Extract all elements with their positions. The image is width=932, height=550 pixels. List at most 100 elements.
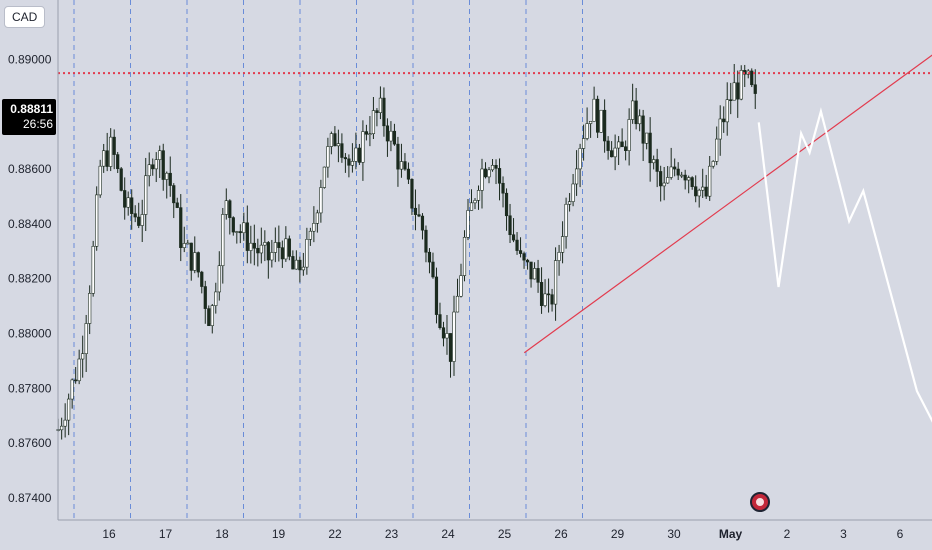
candle-body — [347, 158, 351, 166]
candle-body — [599, 109, 603, 133]
candle-body — [581, 138, 586, 149]
candle-body — [242, 222, 246, 234]
tradingview-logo-icon[interactable] — [750, 492, 770, 512]
candle-body — [420, 215, 425, 231]
drawings — [58, 54, 932, 462]
candle-body — [466, 210, 470, 238]
candle-body — [375, 110, 379, 113]
x-tick-label: 6 — [897, 527, 904, 541]
candle-body — [490, 165, 495, 171]
candle-body — [666, 177, 670, 184]
x-tick-label: 29 — [611, 527, 625, 541]
candle-body — [343, 157, 347, 160]
candle-body — [270, 252, 274, 261]
candle-body — [231, 217, 235, 233]
candle-body — [448, 333, 453, 362]
candle-body — [266, 242, 270, 261]
candle-body — [610, 150, 614, 158]
candle-body — [88, 293, 92, 324]
candle-body — [193, 252, 197, 271]
candle-body — [67, 398, 71, 421]
candle-body — [112, 136, 116, 155]
candle-body — [574, 168, 579, 185]
candle-body — [687, 177, 691, 181]
candle-body — [235, 231, 239, 233]
candle-body — [63, 419, 67, 427]
candle-body — [641, 115, 645, 144]
candle-body — [438, 314, 442, 329]
x-tick-label: 3 — [840, 527, 847, 541]
candle-body — [179, 207, 183, 248]
candle-body — [673, 166, 677, 170]
x-tick-label: 16 — [102, 527, 116, 541]
y-tick-label: 0.88600 — [8, 162, 52, 176]
trendline[interactable] — [523, 54, 932, 354]
x-tick-label: 30 — [667, 527, 681, 541]
y-tick-label: 0.88200 — [8, 272, 52, 286]
x-tick-label: 19 — [272, 527, 286, 541]
candle-body — [631, 100, 635, 120]
candle-body — [406, 168, 411, 180]
candle-body — [508, 215, 512, 236]
candle-body — [497, 168, 502, 184]
candle-body — [690, 177, 694, 187]
candle-body — [431, 261, 435, 278]
candle-body — [585, 123, 589, 139]
candle-body — [102, 150, 106, 167]
candle-body — [256, 247, 260, 254]
candle-body — [119, 168, 123, 191]
x-tick-label: 18 — [215, 527, 229, 541]
candle-body — [312, 222, 316, 232]
candle-body — [603, 109, 607, 142]
candle-body — [518, 250, 523, 254]
candle-body — [462, 237, 467, 276]
candle-body — [329, 133, 333, 147]
candle-body — [277, 242, 281, 248]
candle-body — [368, 133, 372, 136]
candle-body — [168, 172, 172, 186]
candle-body — [291, 256, 295, 270]
candle-body — [287, 238, 291, 257]
x-tick-label: 17 — [159, 527, 173, 541]
candle-body — [634, 100, 638, 125]
candle-body — [627, 119, 631, 151]
candle-body — [84, 323, 88, 354]
y-tick-label: 0.87600 — [8, 436, 52, 450]
x-tick-label: 24 — [441, 527, 455, 541]
candle-body — [382, 97, 386, 127]
candle-body — [515, 239, 519, 251]
candle-body — [322, 166, 326, 188]
candle-body — [389, 130, 393, 142]
candle-body — [704, 186, 708, 197]
candle-body — [385, 125, 390, 142]
candle-body — [294, 259, 298, 270]
candle-body — [553, 260, 558, 305]
candle-body — [263, 242, 267, 246]
candle-body — [392, 130, 397, 145]
candle-body — [137, 216, 141, 226]
candle-body — [606, 140, 610, 151]
candle-body — [683, 174, 687, 181]
candle-body — [539, 282, 544, 306]
candle-body — [252, 242, 256, 249]
x-axis[interactable]: 16 17 18 19 22 23 24 25 26 29 30 May 2 3 6 — [102, 527, 903, 541]
candle-body — [711, 161, 715, 167]
candle-body — [452, 311, 456, 362]
candle-body — [624, 146, 628, 151]
candle-body — [123, 190, 127, 208]
candle-body — [715, 138, 719, 162]
candle-body — [483, 168, 488, 178]
candle-body — [182, 243, 186, 248]
candle-body — [487, 169, 491, 178]
candle-body — [655, 159, 659, 172]
symbol-badge[interactable]: CAD — [4, 6, 46, 28]
candle-body — [298, 259, 302, 271]
candle-body — [259, 244, 263, 254]
candle-body — [648, 132, 652, 164]
forecast-path[interactable] — [757, 107, 932, 462]
candle-body — [221, 214, 225, 267]
candle-body — [70, 379, 74, 400]
y-tick-label: 0.87800 — [8, 381, 52, 395]
candle-body — [273, 242, 277, 253]
